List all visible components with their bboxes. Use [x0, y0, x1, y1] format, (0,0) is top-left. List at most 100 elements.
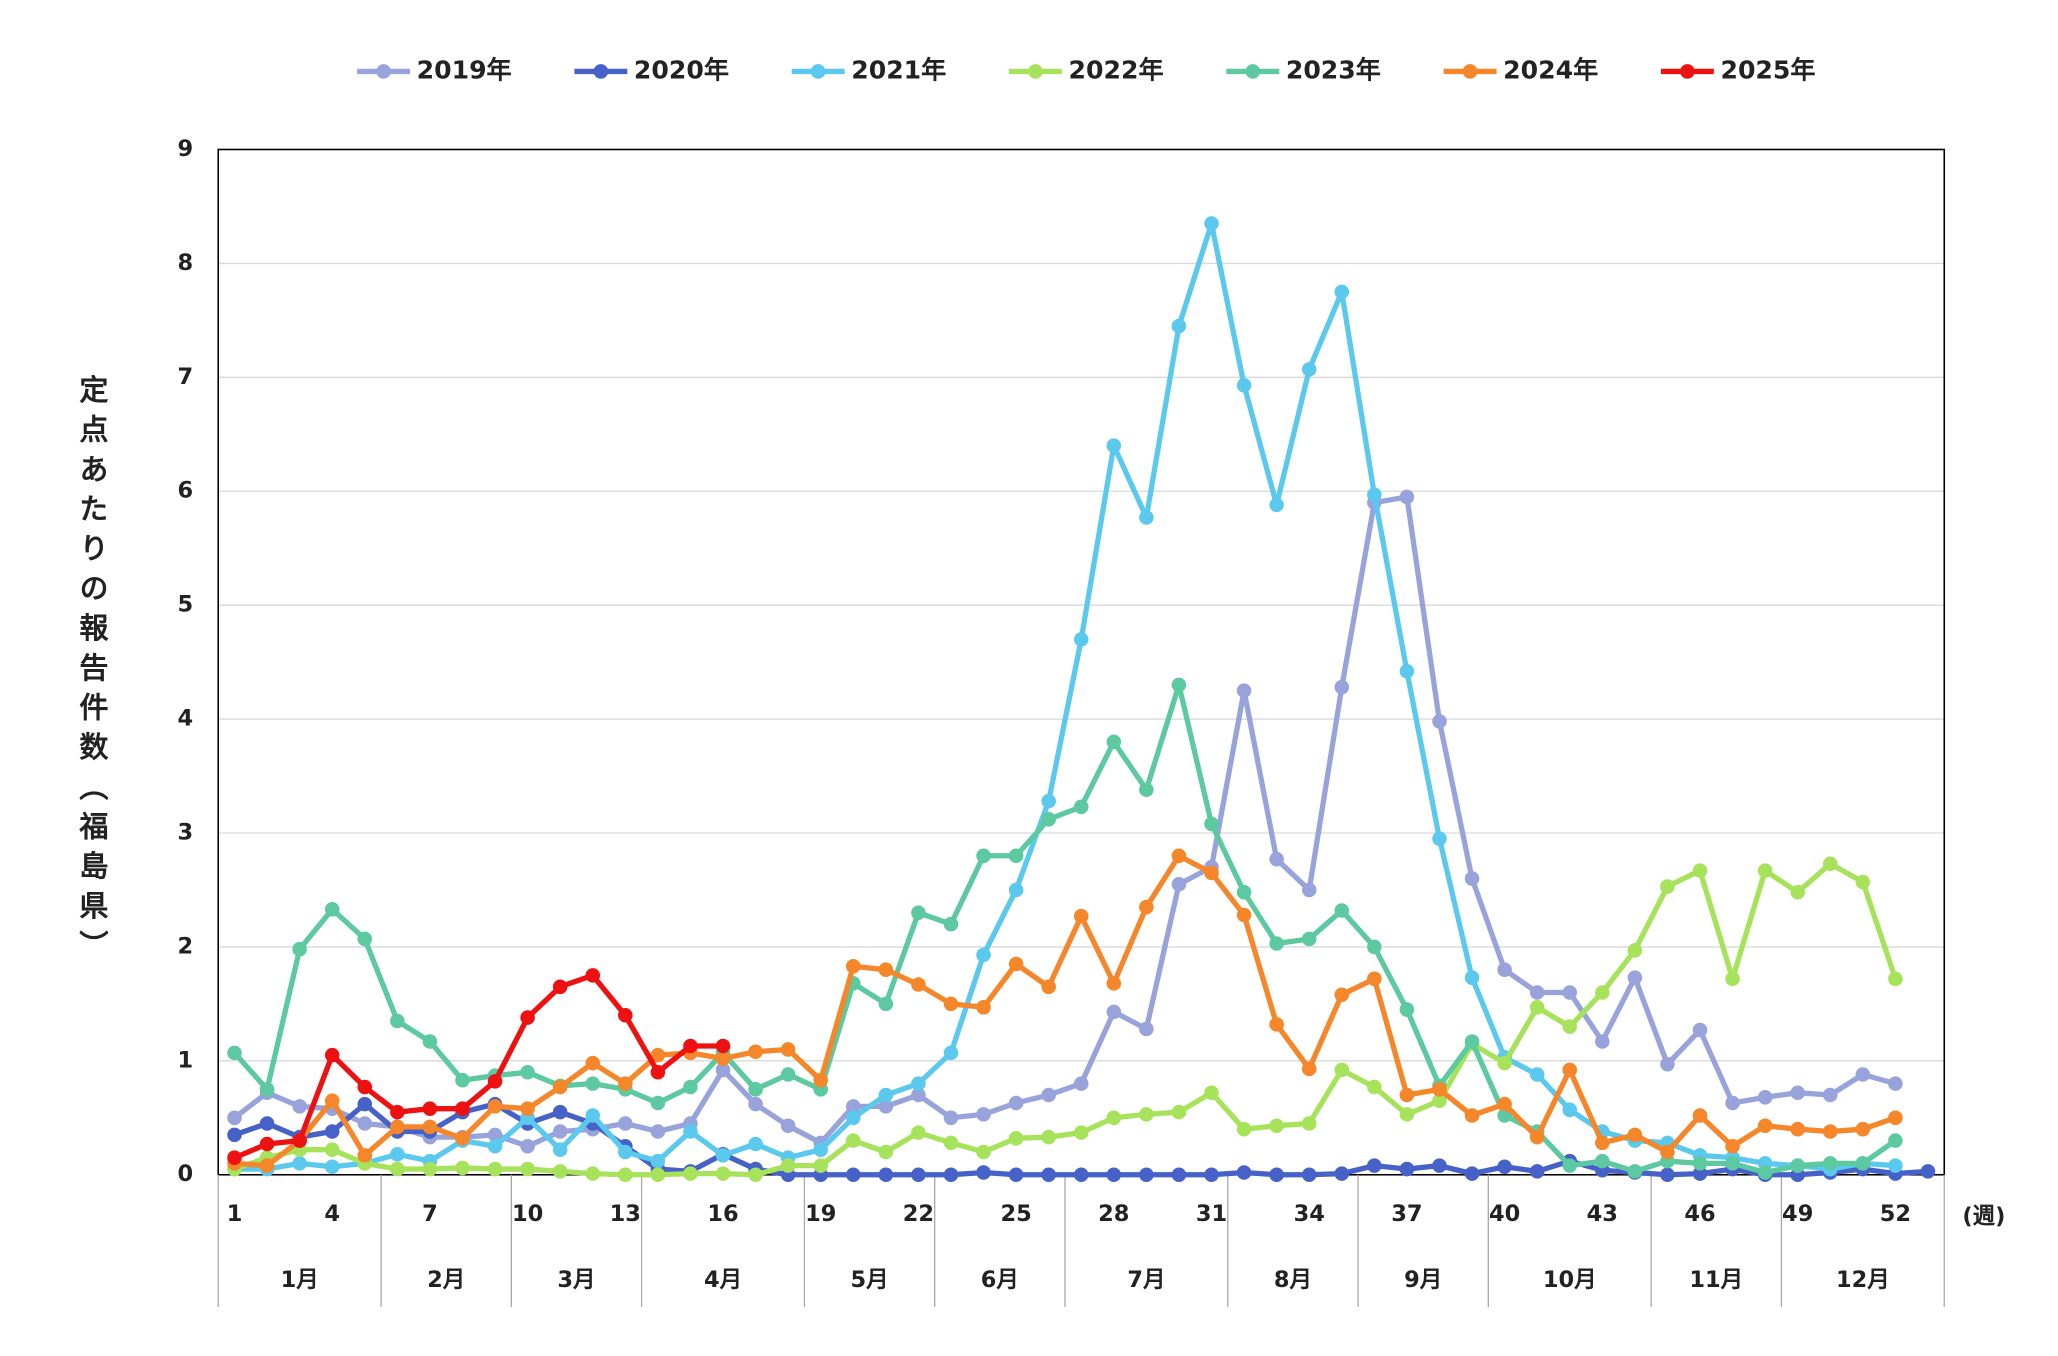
data-point: [1301, 1061, 1317, 1077]
data-point: [1432, 714, 1447, 729]
data-point: [487, 1127, 503, 1143]
data-point: [715, 1166, 731, 1181]
data-point: [878, 1144, 894, 1160]
x-tick-label: 46: [1684, 1201, 1715, 1227]
data-point: [715, 1062, 731, 1078]
data-point: [878, 1099, 894, 1114]
data-point: [422, 1034, 438, 1049]
data-point: [748, 1096, 763, 1112]
data-point: [943, 916, 959, 932]
data-point: [780, 1158, 796, 1173]
data-point: [585, 1055, 601, 1071]
data-point: [1888, 1158, 1903, 1173]
data-point: [813, 1158, 828, 1173]
data-point: [1822, 1087, 1838, 1103]
data-point: [1562, 1062, 1578, 1078]
data-point: [1236, 1165, 1252, 1180]
data-point: [1041, 979, 1056, 995]
data-point: [650, 1047, 666, 1063]
data-point: [780, 1067, 796, 1082]
series-line: [234, 853, 1897, 1169]
data-point: [227, 1150, 242, 1165]
x-tick-label: 10: [512, 1201, 543, 1227]
data-point: [259, 1136, 275, 1152]
data-point: [455, 1131, 470, 1146]
x-tick-label: 22: [903, 1201, 934, 1227]
data-point: [1041, 812, 1056, 827]
data-point: [748, 1136, 763, 1152]
data-point: [1855, 1121, 1871, 1137]
data-point: [780, 1118, 796, 1134]
data-point: [1822, 856, 1838, 872]
month-label: 11月: [1689, 1267, 1743, 1293]
data-point: [1269, 1118, 1284, 1134]
data-point: [1627, 943, 1643, 958]
data-point: [1106, 1004, 1122, 1020]
data-point: [1041, 1167, 1056, 1183]
data-point: [1757, 1118, 1773, 1134]
data-point: [878, 962, 894, 977]
x-tick-label: 13: [610, 1201, 641, 1227]
data-point: [455, 1101, 470, 1116]
data-point: [1367, 939, 1382, 955]
x-tick-label: 43: [1587, 1201, 1618, 1227]
data-point: [846, 1099, 861, 1114]
data-point: [1139, 1107, 1154, 1122]
data-point: [1171, 677, 1187, 693]
data-point: [1595, 985, 1610, 1000]
y-tick-label: 7: [177, 364, 193, 390]
x-tick-label: 49: [1782, 1201, 1813, 1227]
data-point: [846, 1167, 861, 1183]
data-point: [1073, 908, 1089, 924]
data-point: [943, 1135, 959, 1151]
x-tick-label: 4: [324, 1201, 340, 1227]
data-point: [1790, 1121, 1805, 1137]
data-point: [683, 1038, 698, 1054]
data-point: [1171, 1104, 1187, 1120]
data-point: [422, 1101, 438, 1116]
data-point: [1888, 1076, 1903, 1091]
data-point: [1432, 831, 1447, 846]
series-line: [233, 972, 724, 1161]
y-tick-label: 3: [177, 820, 193, 846]
data-point: [1269, 1017, 1284, 1032]
data-point: [1757, 1090, 1773, 1105]
x-tick-label: 28: [1098, 1201, 1129, 1227]
x-tick-label: 31: [1196, 1201, 1227, 1227]
data-point: [878, 1087, 894, 1103]
data-point: [324, 902, 340, 917]
data-point: [976, 947, 991, 963]
data-point: [846, 1133, 861, 1148]
y-tick-label: 9: [177, 136, 193, 162]
month-label: 8月: [1274, 1267, 1312, 1293]
data-point: [1627, 1164, 1643, 1179]
data-point: [1073, 1076, 1089, 1091]
data-point: [683, 1079, 698, 1095]
month-label: 10月: [1543, 1267, 1597, 1293]
data-point: [1041, 1087, 1056, 1103]
data-point: [422, 1119, 438, 1135]
data-point: [1073, 1125, 1089, 1140]
data-point: [292, 1156, 307, 1171]
data-point: [227, 1045, 242, 1061]
data-point: [552, 1164, 568, 1179]
data-point: [748, 1082, 763, 1097]
data-point: [357, 1148, 373, 1163]
data-point: [324, 1142, 340, 1157]
data-point: [1497, 1108, 1512, 1123]
data-point: [1106, 1110, 1122, 1126]
data-point: [976, 1144, 991, 1160]
data-point: [487, 1099, 503, 1114]
data-point: [520, 1139, 535, 1154]
data-point: [1692, 1108, 1708, 1123]
data-point: [1236, 884, 1252, 900]
data-point: [650, 1167, 666, 1183]
y-tick-label: 6: [177, 478, 193, 504]
data-point: [618, 1007, 633, 1023]
data-point: [1725, 1095, 1740, 1111]
data-point: [1367, 1079, 1382, 1095]
data-point: [1790, 1158, 1805, 1173]
legend-marker: [593, 64, 609, 79]
